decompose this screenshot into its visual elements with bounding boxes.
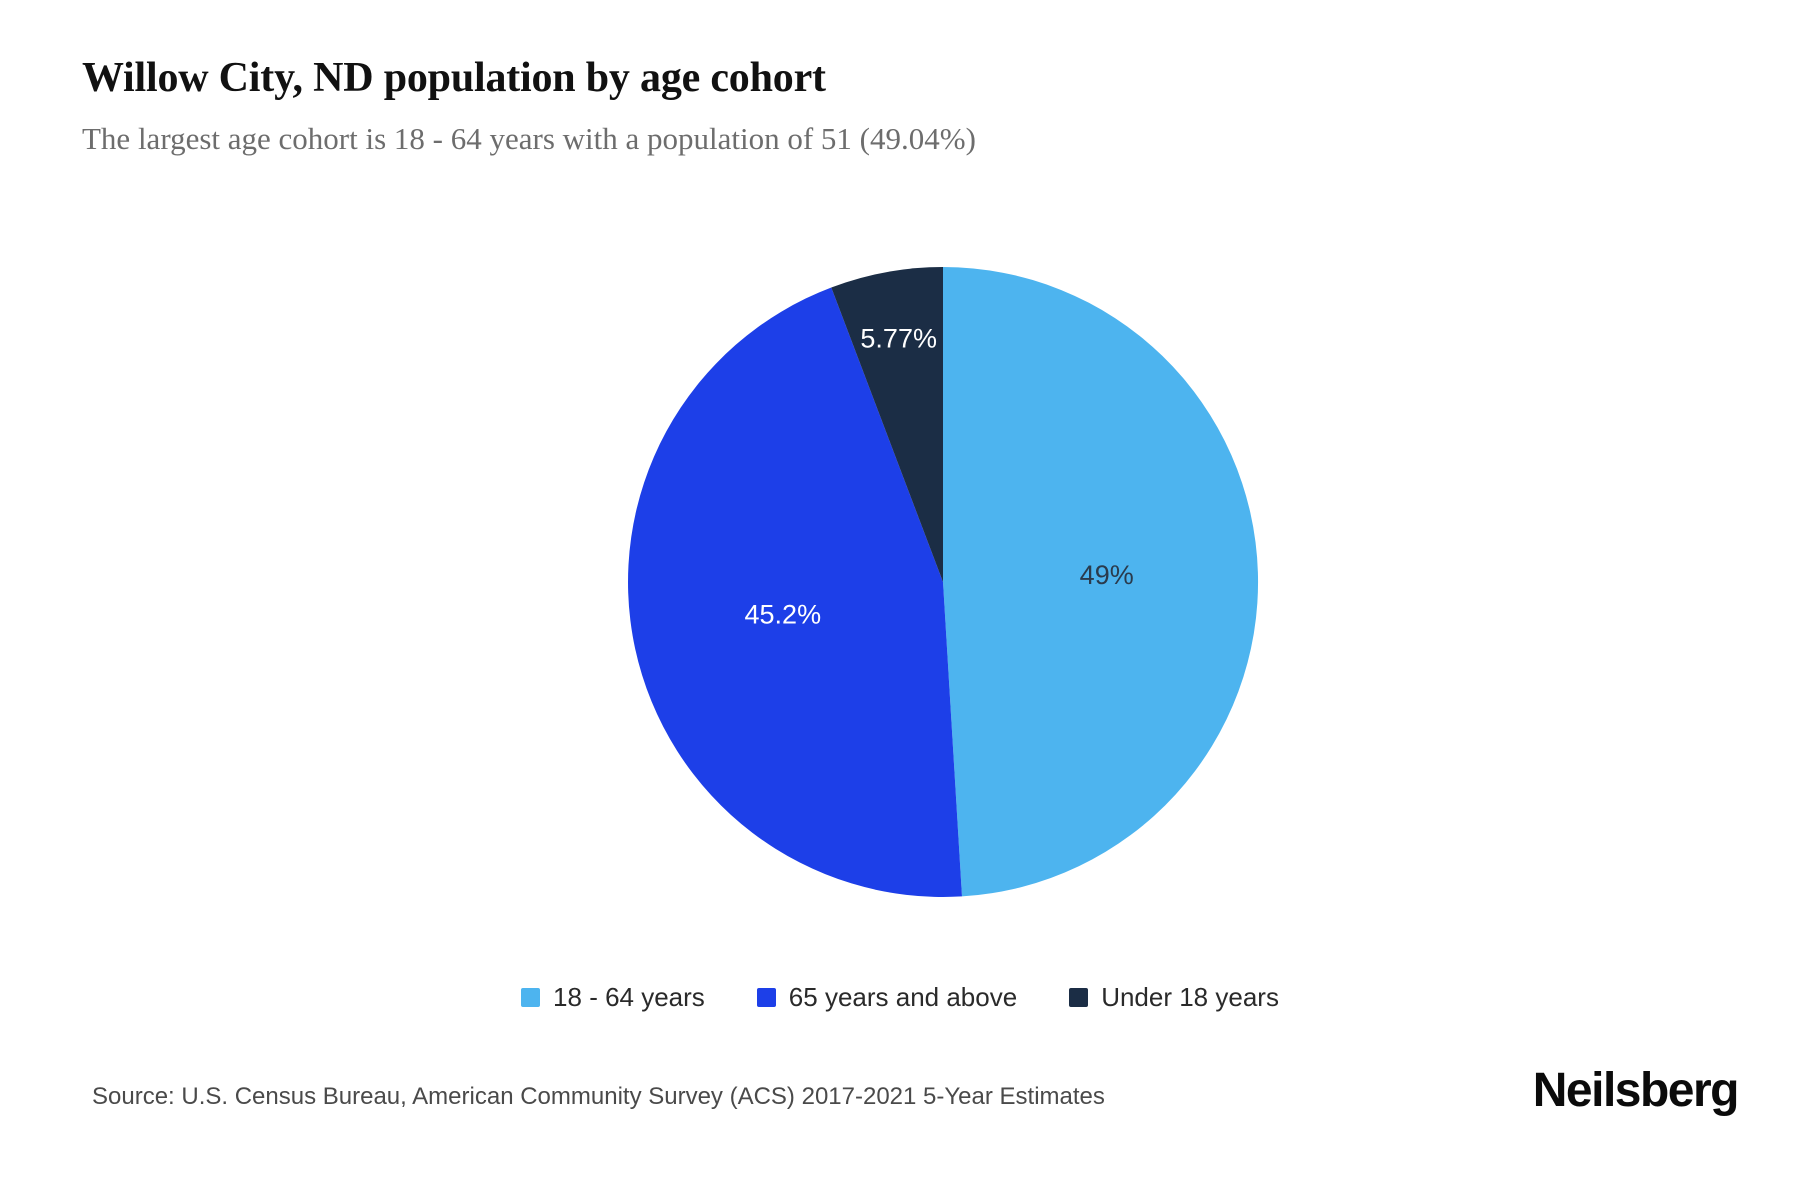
- pie-label-65-years-and-above: 45.2%: [745, 600, 822, 630]
- legend-swatch-icon: [1069, 988, 1089, 1007]
- legend-item-under-18-years[interactable]: Under 18 years: [1069, 982, 1279, 1013]
- pie-slice-labels: 49% 45.2% 5.77%: [745, 323, 1134, 629]
- legend-item-label: 65 years and above: [788, 982, 1018, 1012]
- pie-slice-under-18-years[interactable]: [831, 267, 943, 582]
- legend-item-label: Under 18 years: [1101, 982, 1279, 1012]
- pie-label-18-64-years: 49%: [1080, 560, 1134, 590]
- pie-slices: [628, 267, 1259, 898]
- legend-item-label: 18 - 64 years: [553, 982, 705, 1012]
- pie-chart: 49% 45.2% 5.77%: [628, 267, 1259, 898]
- source-note: Source: U.S. Census Bureau, American Com…: [92, 1083, 1105, 1110]
- chart-subtitle: The largest age cohort is 18 - 64 years …: [82, 121, 976, 156]
- pie-label-under-18-years: 5.77%: [860, 323, 937, 353]
- brand-logo: Neilsberg: [1532, 1064, 1740, 1117]
- legend-item-18-64-years[interactable]: 18 - 64 years: [521, 982, 705, 1013]
- legend-swatch-icon: [521, 988, 541, 1007]
- pie-slice-65-years-and-above[interactable]: [628, 287, 962, 898]
- chart-legend: 18 - 64 years 65 years and above Under 1…: [0, 982, 1800, 1013]
- page-title: Willow City, ND population by age cohort: [82, 55, 826, 101]
- pie-chart-svg: 49% 45.2% 5.77%: [628, 267, 1259, 898]
- pie-slice-18-64-years[interactable]: [943, 267, 1259, 897]
- legend-item-65-years-and-above[interactable]: 65 years and above: [756, 982, 1018, 1013]
- legend-swatch-icon: [756, 988, 776, 1007]
